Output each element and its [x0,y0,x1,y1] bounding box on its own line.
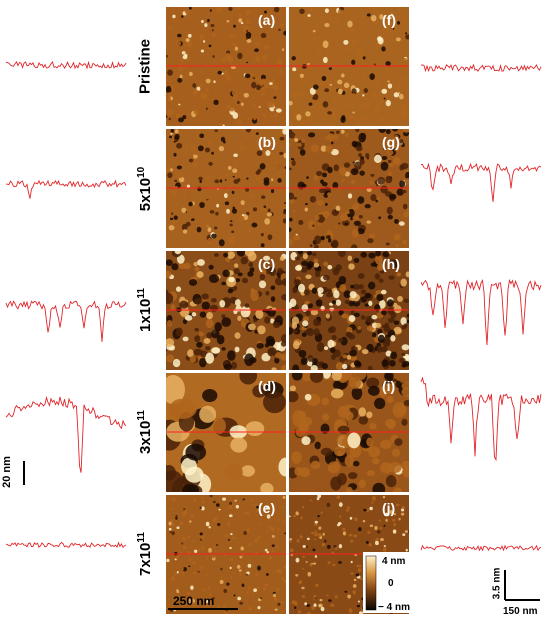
line-profile-h [420,278,542,346]
afm-panel-i [289,373,409,492]
afm-panel-a [166,7,286,126]
afm-panel-h [289,251,409,370]
afm-panel-e [166,495,286,614]
panel-label-a: (a) [258,12,276,28]
left-vertical-scale-label: 20 nm [0,456,13,488]
colorbar-mid-label: 0 [388,578,394,589]
line-profile-i [420,376,542,462]
image-scale-label: 250 nm [173,594,215,608]
line-profile-j [420,544,542,552]
panel-label-b: (b) [258,134,276,150]
row-label-7e11: 7x1011 [136,532,154,576]
afm-panel-c [166,251,286,370]
afm-panel-f [289,7,409,126]
panel-label-i: (i) [382,378,396,394]
panel-label-f: (f) [382,12,396,28]
right-horizontal-scale-label: 150 nm [503,606,538,617]
panel-label-e: (e) [258,500,276,516]
panel-label-c: (c) [258,256,276,272]
row-label-pristine: Pristine [136,38,154,95]
afm-panel-b [166,129,286,248]
row-label-5e10: 5x1010 [136,166,154,212]
panel-label-d: (d) [258,378,276,394]
row-label-1e11: 1x1011 [136,288,154,332]
colorbar [365,555,377,611]
right-vertical-scale-label: 3.5 nm [491,567,503,600]
panel-label-j: (j) [382,500,396,516]
line-profile-a [5,60,127,70]
line-profile-b [5,179,127,199]
line-profile-d [5,395,127,473]
line-profile-g [420,162,542,202]
afm-panel-g [289,129,409,248]
row-label-3e11: 3x1011 [136,410,154,454]
colorbar-min-label: − 4 nm [378,602,410,613]
panel-label-g: (g) [382,134,400,150]
line-profile-f [420,63,542,73]
colorbar-max-label: 4 nm [382,556,406,567]
afm-panel-d [166,373,286,492]
line-profile-e [5,541,127,549]
line-profile-c [5,300,127,342]
panel-label-h: (h) [382,256,400,272]
